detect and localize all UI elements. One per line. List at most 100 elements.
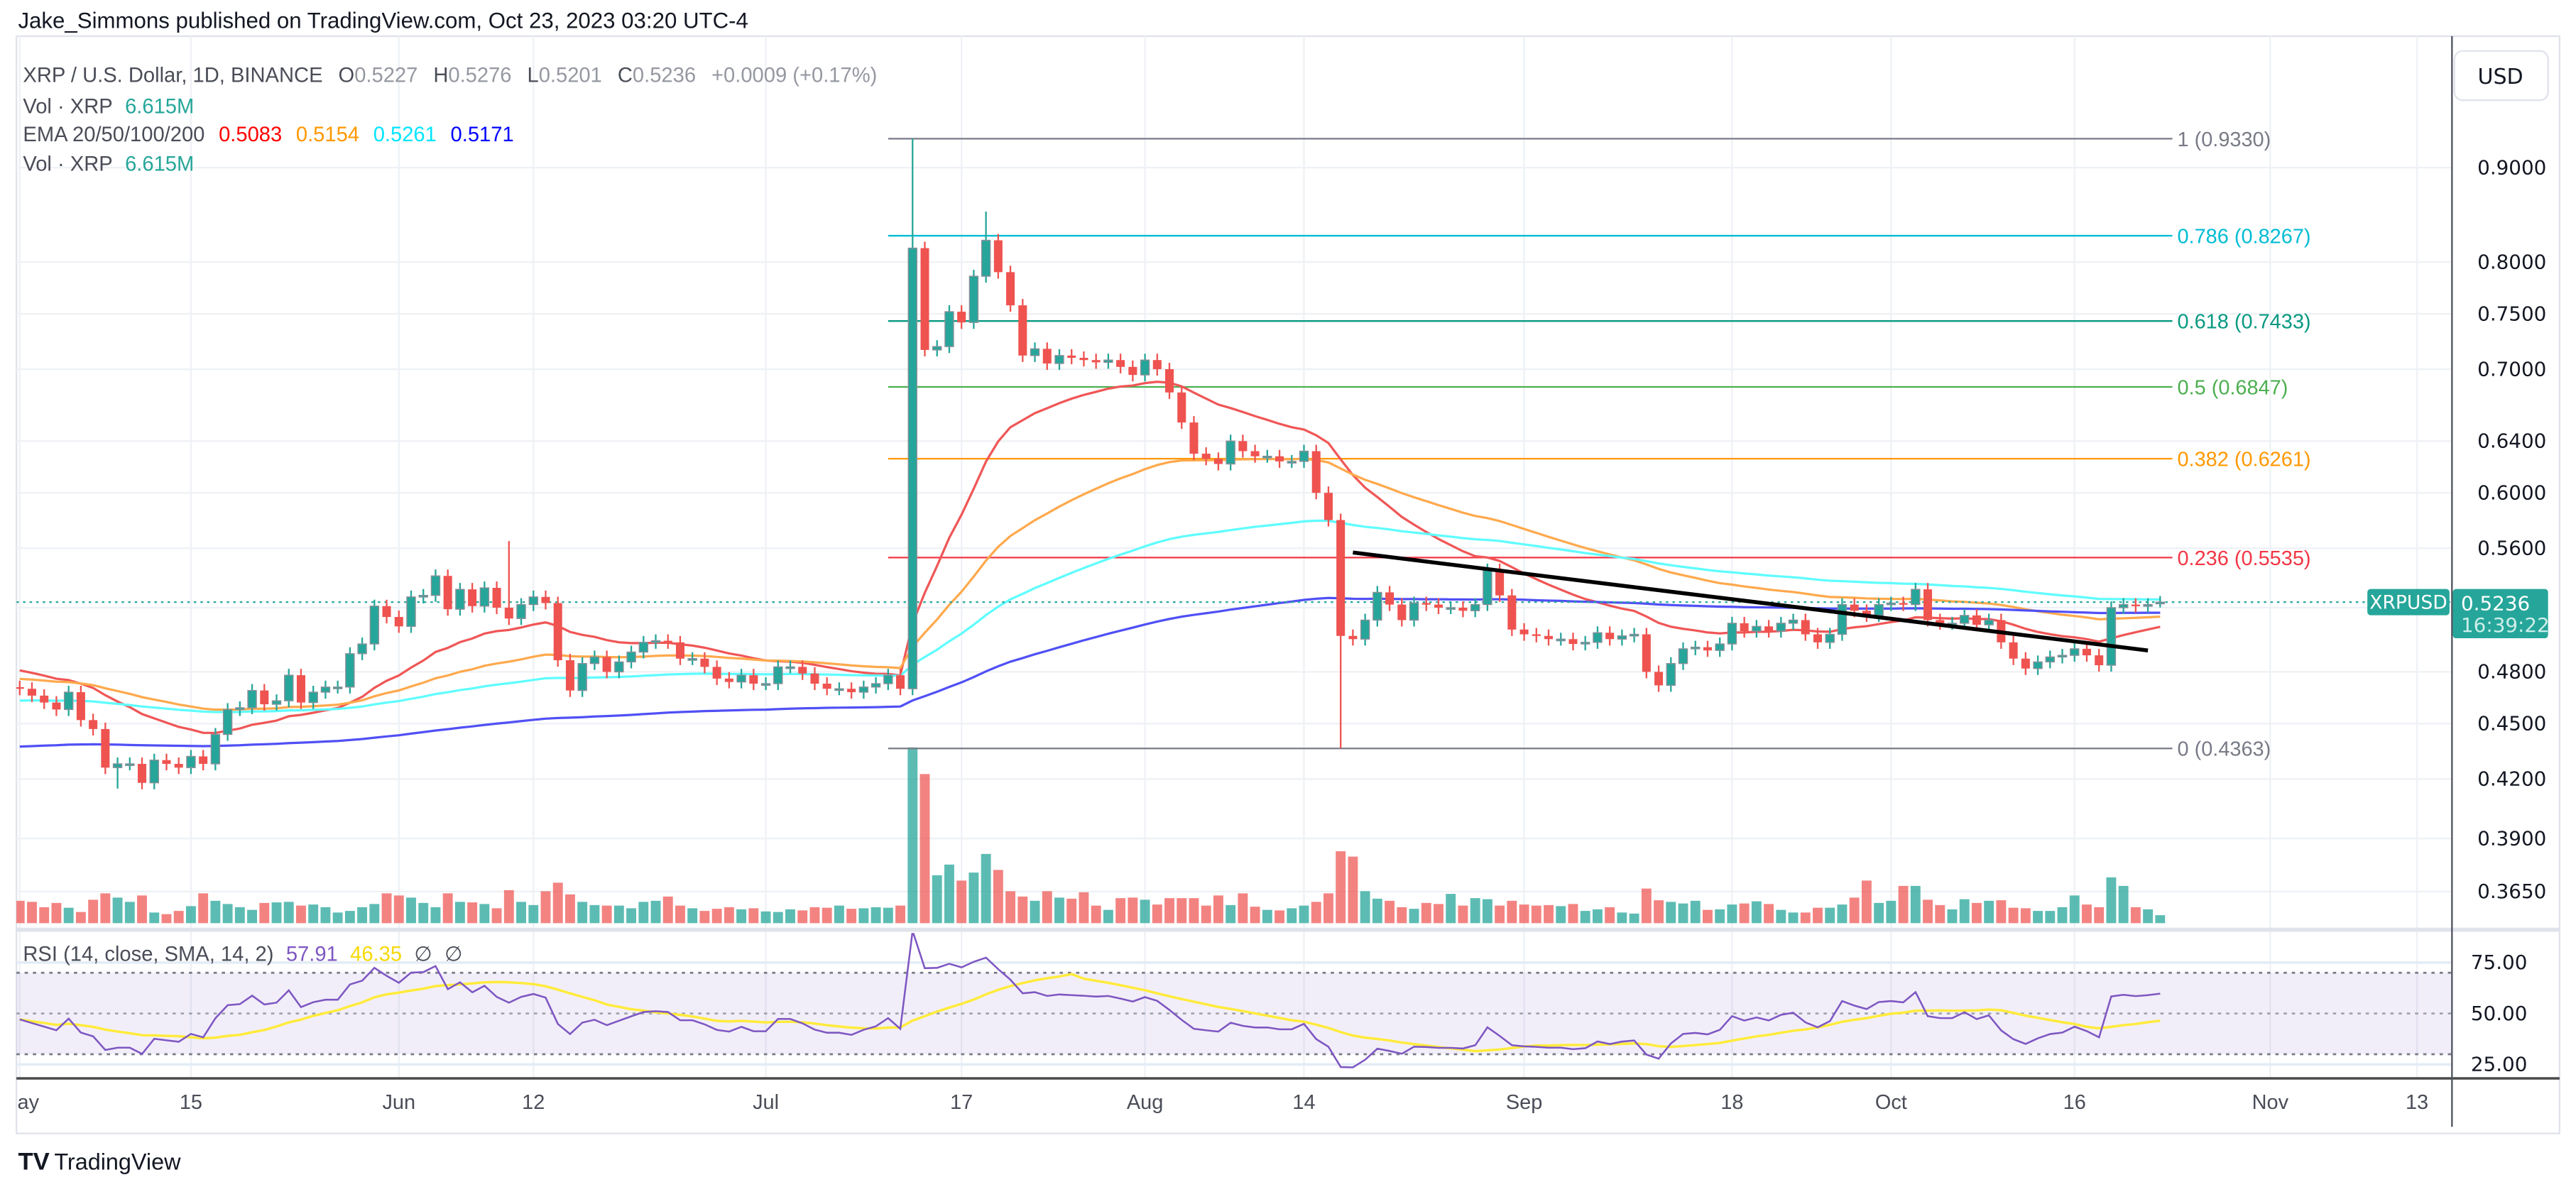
candle-body xyxy=(52,702,61,710)
volume-bar xyxy=(662,896,673,924)
candle-body xyxy=(1691,646,1701,650)
price-tick-label: 0.9000 xyxy=(2477,155,2546,179)
volume-bar xyxy=(626,908,637,924)
tradingview-logo[interactable]: TV TradingView xyxy=(18,1148,181,1175)
candle-body xyxy=(357,643,367,655)
currency-label: USD xyxy=(2477,65,2523,89)
candle-body xyxy=(1079,358,1088,361)
volume-bar xyxy=(88,899,99,924)
candle-body xyxy=(1801,620,1810,635)
volume-bar xyxy=(1446,894,1456,924)
volume-bar xyxy=(907,747,918,924)
volume-bar xyxy=(1690,900,1701,924)
candle-body xyxy=(1275,456,1284,461)
rsi-axis[interactable]: 75.00 50.00 25.00 xyxy=(2471,951,2527,1076)
trendline[interactable] xyxy=(1353,550,2149,652)
candle-body xyxy=(1018,305,1027,356)
rsi-line xyxy=(19,933,2161,1068)
candle-body xyxy=(1067,355,1076,359)
candle-body xyxy=(1397,604,1407,620)
candle-body xyxy=(687,658,697,661)
volume-bar xyxy=(1959,899,1970,924)
symbol-title[interactable]: XRP / U.S. Dollar, 1D, BINANCE xyxy=(23,65,322,87)
candle-body xyxy=(199,756,208,764)
price-tick-label: 0.3900 xyxy=(2477,826,2546,850)
volume-bar xyxy=(222,904,233,924)
rsi-value: 57.91 xyxy=(286,943,338,966)
price-tick-label: 0.4500 xyxy=(2477,712,2546,735)
volume-bar xyxy=(1360,891,1370,924)
volume-bar xyxy=(564,894,575,924)
open-label: O xyxy=(339,65,355,87)
candle-body xyxy=(382,606,391,618)
candle-body xyxy=(1116,360,1125,367)
volume-bar xyxy=(552,882,563,924)
volume-bar xyxy=(27,902,37,924)
candle-body xyxy=(504,607,513,619)
time-axis[interactable]: May 15 Jun 12 Jul 17 Aug 14 Sep 18 Oct 16 Nov 13 xyxy=(0,1091,2428,1114)
volume-bar xyxy=(185,906,196,924)
candle-body xyxy=(2009,642,2018,659)
candle-body xyxy=(332,687,343,689)
volume-bar xyxy=(2033,911,2043,924)
volume-bar xyxy=(577,902,588,924)
volume-bar xyxy=(51,902,62,924)
candle-body xyxy=(1446,607,1456,610)
volume-bar xyxy=(16,900,25,924)
volume-bar xyxy=(1605,907,1615,924)
candle-body xyxy=(871,683,881,688)
volume-bar xyxy=(883,907,893,924)
candle-body xyxy=(2033,661,2043,669)
candle-body xyxy=(1825,633,1835,643)
volume-bar xyxy=(1654,900,1664,924)
ema20-value: 0.5083 xyxy=(219,124,282,146)
volume-bar xyxy=(773,912,783,924)
candle-body xyxy=(1006,272,1015,306)
candle-body xyxy=(675,642,684,659)
candle-body xyxy=(516,603,526,619)
volume-bar xyxy=(2094,907,2105,924)
candle-body xyxy=(553,603,562,661)
ema100-value: 0.5261 xyxy=(373,124,437,146)
volume-bar xyxy=(1189,898,1199,924)
candle-body xyxy=(1972,615,1981,625)
volume-bar xyxy=(1776,909,1786,924)
candle-body xyxy=(1715,643,1725,651)
candle-body xyxy=(345,653,355,688)
volume-bar xyxy=(124,902,135,924)
volume-bar xyxy=(1592,909,1603,924)
volume-bar xyxy=(1409,909,1419,924)
fib-retracement[interactable]: 1 (0.9330) 0.786 (0.8267) 0.618 (0.7433) 0.… xyxy=(888,128,2311,761)
volume-label-2[interactable]: Vol · XRP xyxy=(23,153,112,176)
candle-body xyxy=(1923,589,1933,620)
volume-bar xyxy=(1177,898,1187,924)
candle-body xyxy=(1703,647,1712,651)
ema-label[interactable]: EMA 20/50/100/200 xyxy=(23,124,204,146)
time-tick-label: 13 xyxy=(2406,1091,2428,1114)
volume-bar xyxy=(932,875,942,924)
candle-body xyxy=(1421,603,1431,605)
candle-body xyxy=(1666,662,1676,687)
candle-body xyxy=(1324,493,1333,520)
candle-body xyxy=(1532,634,1541,636)
candle-body xyxy=(260,690,269,705)
volume-bar xyxy=(1923,899,1933,924)
currency-button[interactable] xyxy=(2453,50,2549,102)
price-tick-label: 0.5600 xyxy=(2477,536,2546,559)
candle-body xyxy=(1042,349,1052,363)
volume-bar xyxy=(1152,904,1162,924)
volume-bar xyxy=(259,902,270,924)
volume-bar xyxy=(75,912,86,924)
rsi-label[interactable]: RSI (14, close, SMA, 14, 2) xyxy=(23,943,273,966)
volume-value: 6.615M xyxy=(125,96,194,119)
candle-body xyxy=(847,689,856,693)
na-value: ∅ xyxy=(414,943,432,966)
volume-bar xyxy=(1813,907,1823,924)
candle-body xyxy=(1030,348,1040,356)
candle-body xyxy=(1593,632,1603,643)
fib-level-label: 0.786 (0.8267) xyxy=(2177,225,2310,248)
volume-bar xyxy=(650,900,661,924)
volume-label[interactable]: Vol · XRP xyxy=(23,96,112,119)
volume-bar xyxy=(369,904,380,924)
price-axis[interactable]: 0.9000 0.8000 0.7500 0.7000 0.6400 0.6000 0.56… xyxy=(2477,155,2546,903)
